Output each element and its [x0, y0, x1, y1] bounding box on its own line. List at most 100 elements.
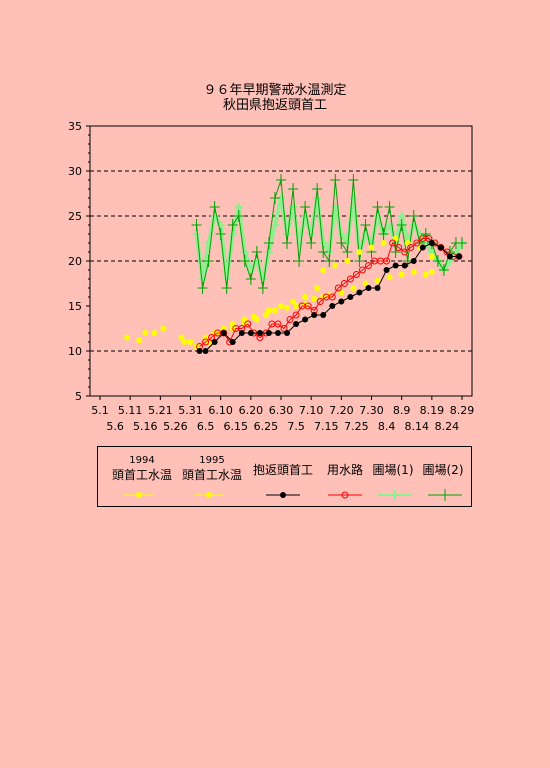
series-s1995-point: [265, 307, 272, 314]
series-s1994-point: [374, 277, 381, 284]
series-dakigaeri-point: [256, 330, 263, 336]
series-s1994-point: [284, 304, 291, 311]
series-hojo2-point: [263, 237, 274, 249]
series-hojo2-point: [294, 255, 305, 267]
x-tick-label-row2: 8.14: [405, 420, 430, 433]
series-hojo1-point: [307, 230, 316, 238]
legend-1995: 1995 頭首工水温: [176, 455, 248, 483]
y-tick-label: 20: [68, 255, 82, 268]
x-tick-label-row2: 8.24: [435, 420, 460, 433]
series-s1995-point: [314, 285, 321, 291]
series-yousuiro-point: [328, 293, 336, 301]
series-dakigaeri-point: [196, 348, 203, 354]
chart-title-line2: 秋田県抱返頭首工: [222, 98, 327, 113]
series-hojo2-point: [384, 201, 395, 213]
series-yousuiro-point: [401, 248, 409, 256]
series-hojo1-point: [222, 275, 231, 283]
series-hojo2-point: [396, 219, 407, 231]
legend-markers: [124, 489, 462, 501]
legend-1995-marker: [206, 492, 212, 498]
series-yousuiro-point: [407, 244, 415, 251]
series-hojo1-point: [198, 275, 207, 283]
series-yousuiro-point: [202, 338, 210, 346]
y-tick-label: 15: [68, 300, 82, 313]
x-tick-label-row2: 7.5: [287, 420, 305, 433]
legend-dakigaeri-marker: [280, 492, 286, 498]
series-yousuiro-point: [383, 257, 391, 265]
legend-1995-year: 1995: [199, 455, 225, 466]
x-tick-label: 8.29: [450, 404, 475, 417]
series-dakigaeri-point: [229, 339, 236, 345]
series-hojo2-point: [354, 255, 365, 267]
series-hojo1-point: [216, 221, 225, 229]
x-tick-label: 6.30: [269, 404, 294, 417]
series-yousuiro-point: [304, 302, 312, 310]
legend-hojo1-marker: [390, 490, 400, 500]
x-tick-label: 7.30: [359, 404, 384, 417]
series-hojo2-point: [438, 264, 449, 276]
series-hojo2-point: [191, 219, 202, 231]
series-s1995-point: [332, 262, 339, 269]
series-dakigaeri-point: [374, 285, 381, 291]
series-dakigaeri-point: [265, 330, 272, 336]
series-dakigaeri-point: [347, 294, 354, 300]
series-hojo2-point: [288, 183, 299, 195]
series-hojo2-point: [372, 201, 383, 213]
series-s1994-point: [311, 295, 318, 302]
series-s1994-point: [142, 330, 149, 336]
series-hojo2-point: [203, 255, 214, 267]
series-hojo2-point: [312, 183, 323, 195]
series-s1994-point: [410, 268, 417, 275]
x-tick-label: 5.31: [178, 404, 203, 417]
series-s1994-point: [160, 325, 167, 332]
legend-1995-label: 頭首工水温: [181, 468, 242, 482]
series-hojo2-point: [457, 237, 467, 249]
series-hojo2-point: [215, 228, 226, 240]
series-hojo1-point: [373, 212, 382, 220]
series-hojo1-point: [295, 239, 304, 247]
x-tick-label: 5.1: [91, 404, 109, 417]
series-s1994-point: [428, 268, 435, 275]
series-hojo1-point: [289, 203, 298, 211]
series-s1995-point: [368, 244, 375, 251]
series-yousuiro-point: [395, 244, 403, 251]
series-dakigaeri-point: [383, 267, 390, 273]
legend-yousuiro: 用水路: [326, 463, 363, 477]
x-tick-label-row2: 7.25: [344, 420, 369, 433]
legend-hojo2-marker: [439, 489, 451, 501]
series-s1994-point: [124, 334, 131, 341]
series-s1994-point: [136, 337, 143, 344]
series-s1995-point: [320, 267, 327, 273]
x-tick-label-row2: 5.6: [106, 420, 124, 433]
series-hojo2-point: [197, 282, 208, 294]
x-tick-label-row2: 6.5: [197, 420, 215, 433]
x-tick-label: 7.20: [329, 404, 354, 417]
series-dakigaeri-point: [437, 244, 444, 251]
series-dakigaeri-point: [293, 321, 300, 327]
series-hojo1-point: [349, 194, 358, 202]
series-yousuiro-point: [244, 320, 252, 328]
chart-legend: 1994 頭首工水温 1995 頭首工水温 抱返頭首工 用水路 圃場(1) 圃場…: [97, 446, 472, 507]
series-dakigaeri-point: [302, 316, 309, 323]
series-dakigaeri-point: [238, 330, 245, 336]
series-hojo2-point: [408, 210, 419, 222]
legend-hojo2: 圃場(2): [422, 463, 464, 477]
series-yousuiro-point: [358, 266, 366, 274]
x-tick-label-row2: 6.15: [224, 420, 249, 433]
series-hojo1-point: [313, 194, 322, 202]
series-hojo2-point: [336, 237, 347, 249]
series-s1995-point: [181, 339, 188, 345]
x-tick-label: 5.21: [148, 404, 173, 417]
series-hojo2-point: [306, 237, 317, 249]
y-tick-label: 35: [68, 120, 82, 133]
x-tick-label-row2: 7.15: [314, 420, 339, 433]
series-dakigaeri-point: [311, 312, 318, 318]
legend-1994-marker: [136, 492, 142, 498]
series-dakigaeri-point: [320, 312, 327, 318]
series-dakigaeri-point: [410, 258, 417, 264]
y-tick-label: 5: [75, 390, 82, 403]
series-dakigaeri-point: [392, 262, 399, 269]
series-hojo2-point: [342, 246, 353, 258]
series-hojo2-point: [282, 237, 293, 249]
x-tick-label: 5.11: [118, 404, 143, 417]
